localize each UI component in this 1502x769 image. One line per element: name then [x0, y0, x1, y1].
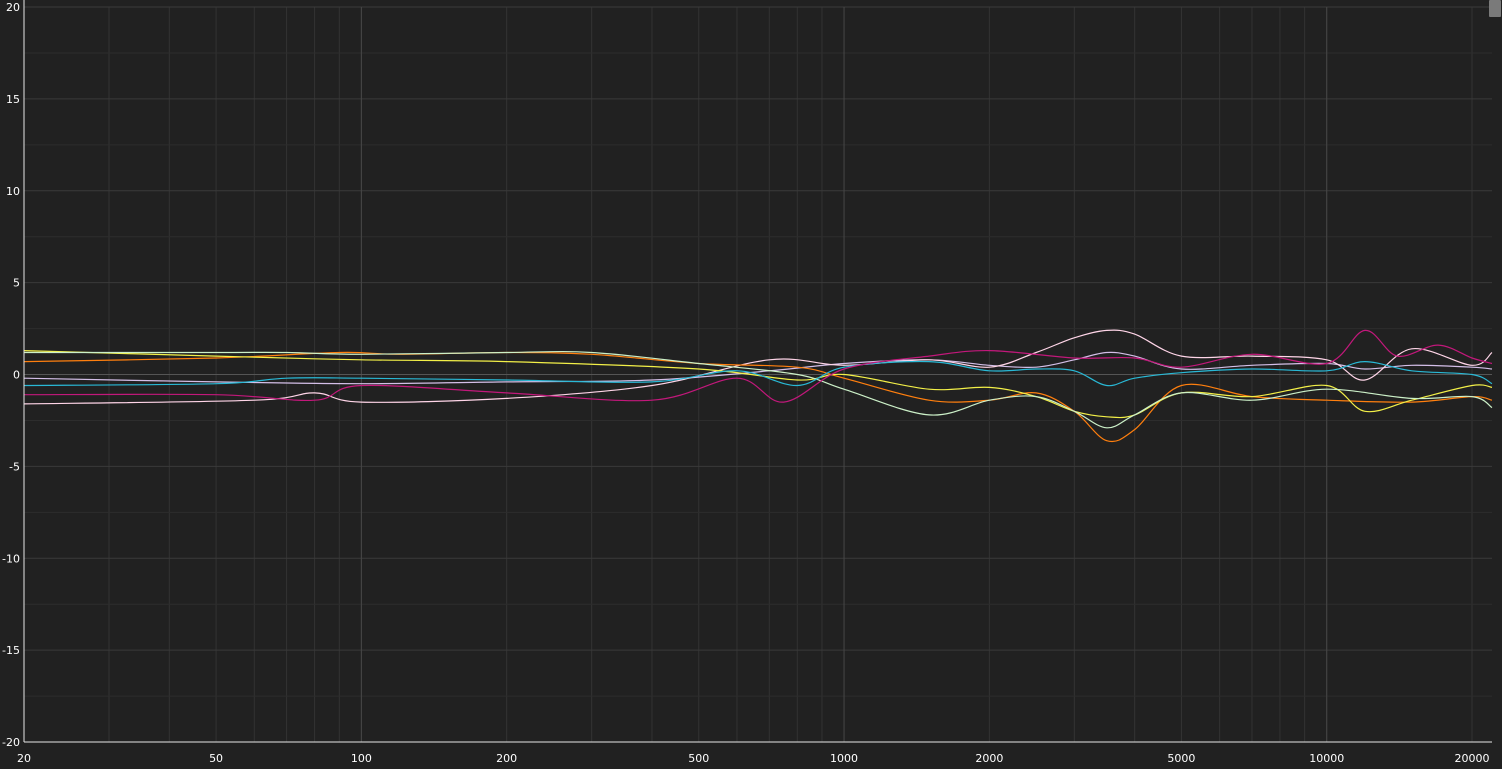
y-tick-label: 15: [6, 93, 20, 106]
x-tick-label: 5000: [1167, 752, 1195, 765]
y-tick-label: 20: [6, 1, 20, 14]
x-tick-label: 2000: [975, 752, 1003, 765]
scrollbar-thumb[interactable]: [1489, 0, 1501, 17]
y-tick-label: 0: [13, 369, 20, 382]
y-tick-label: 10: [6, 185, 20, 198]
y-tick-label: -20: [2, 736, 20, 749]
y-tick-label: -10: [2, 552, 20, 565]
series-line-7: [23, 329, 1493, 403]
series-line-4: [23, 350, 1493, 419]
x-tick-label: 100: [351, 752, 372, 765]
series-line-5: [24, 350, 1493, 429]
axes: [23, 0, 1492, 743]
x-tick-label: 50: [209, 752, 223, 765]
y-tick-label: -15: [2, 644, 20, 657]
series-line-6: [23, 360, 1493, 387]
x-tick-label: 20000: [1455, 752, 1490, 765]
x-tick-label: 500: [688, 752, 709, 765]
x-tick-label: 10000: [1309, 752, 1344, 765]
series-layer: [23, 329, 1493, 443]
y-tick-label: -5: [9, 460, 20, 473]
x-tick-label: 20: [17, 752, 31, 765]
y-tick-label: 5: [13, 277, 20, 290]
series-line-2: [23, 329, 1493, 405]
x-tick-label: 1000: [830, 752, 858, 765]
x-tick-label: 200: [496, 752, 517, 765]
series-line-3: [23, 351, 1493, 443]
